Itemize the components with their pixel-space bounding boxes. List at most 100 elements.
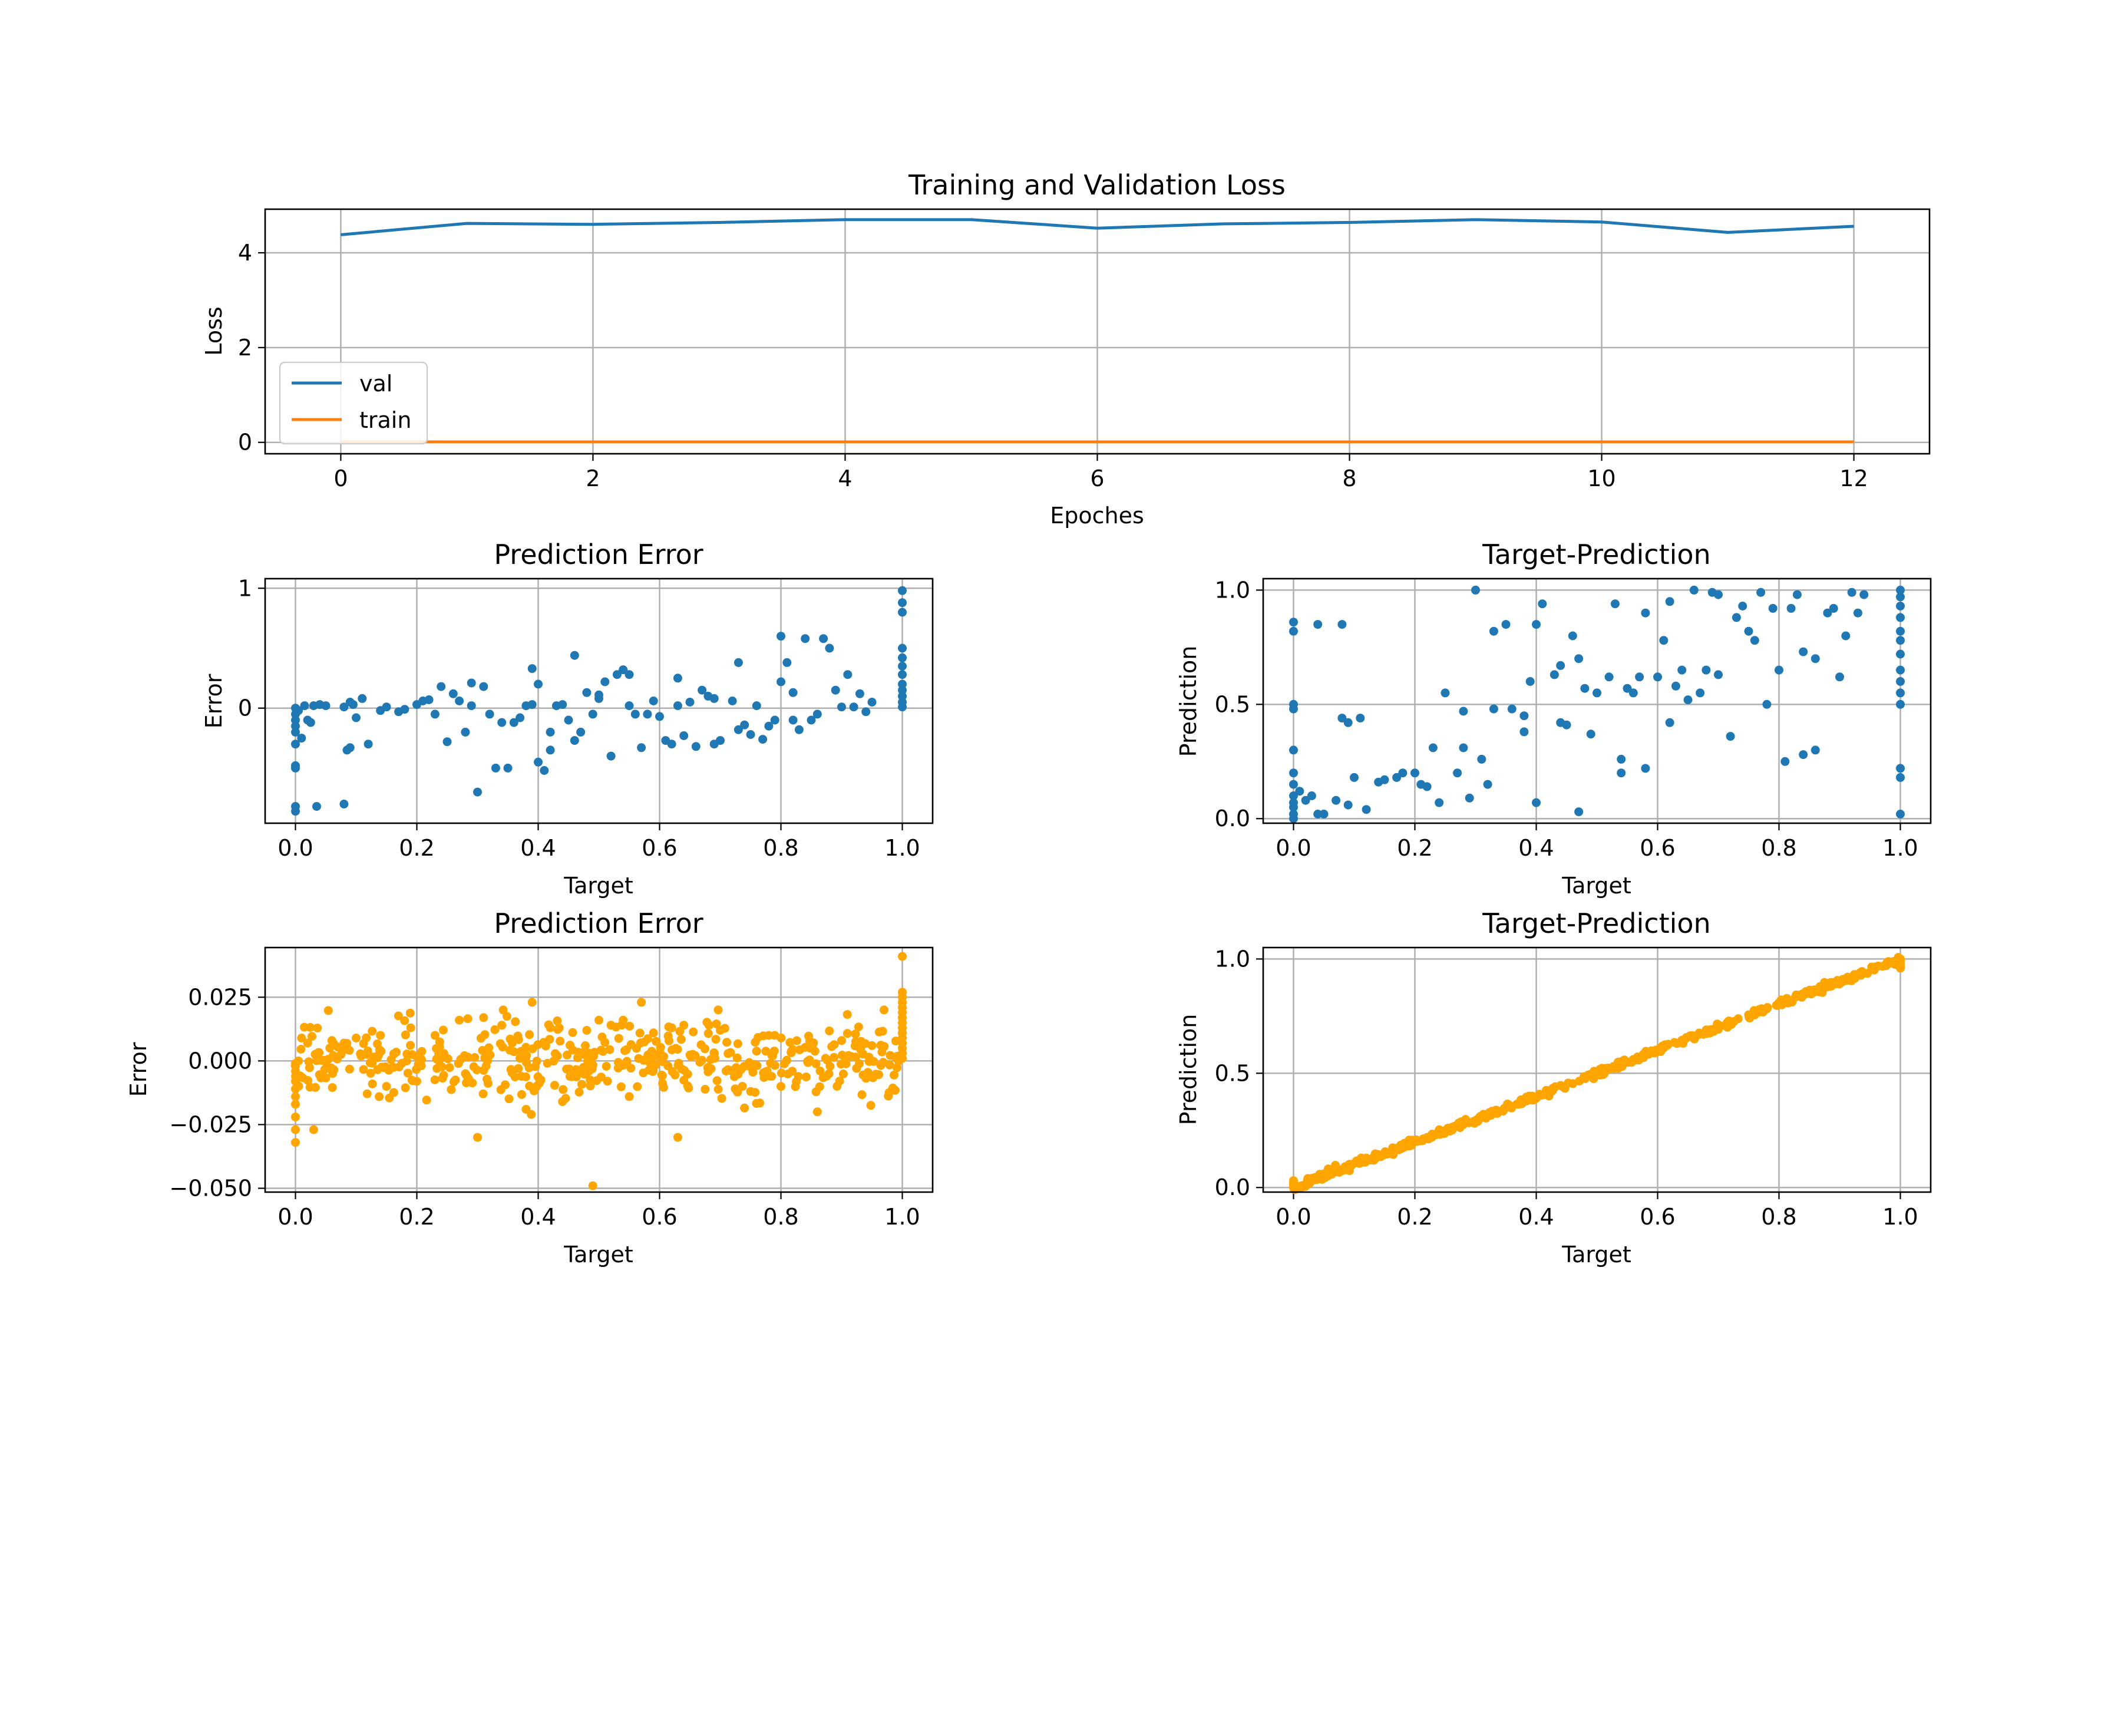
scatter-point xyxy=(851,1052,860,1062)
scatter-point xyxy=(368,1079,377,1088)
scatter-point xyxy=(308,1032,316,1041)
scatter-point xyxy=(637,743,646,753)
scatter-point xyxy=(1890,959,1899,969)
scatter-point xyxy=(673,1045,682,1054)
scatter-point xyxy=(570,651,579,660)
scatter-point xyxy=(562,1064,571,1074)
scatter-point xyxy=(1896,699,1905,709)
scatter-point xyxy=(713,1085,723,1094)
scatter-point xyxy=(312,802,321,811)
scatter-point xyxy=(732,1053,742,1062)
train-error-axes-frame xyxy=(264,946,934,1193)
scatter-point xyxy=(373,1039,382,1048)
scatter-point xyxy=(633,1082,642,1091)
scatter-point xyxy=(1362,805,1371,814)
scatter-point xyxy=(1896,585,1905,595)
scatter-point xyxy=(1455,1121,1464,1130)
scatter-point xyxy=(1856,971,1866,980)
scatter-point xyxy=(479,1065,488,1075)
val-target-pred-title: Target-Prediction xyxy=(1482,539,1710,570)
scatter-point xyxy=(770,1031,779,1040)
scatter-point xyxy=(432,1064,442,1073)
scatter-point xyxy=(559,1085,568,1094)
scatter-point xyxy=(368,1027,377,1036)
scatter-point xyxy=(898,662,907,671)
scatter-point xyxy=(1416,1136,1425,1146)
scatter-point xyxy=(600,677,610,687)
scatter-point xyxy=(305,1082,315,1092)
scatter-point xyxy=(732,1063,741,1072)
scatter-point xyxy=(291,740,300,749)
scatter-point xyxy=(442,737,452,747)
scatter-point xyxy=(358,694,367,703)
scatter-point xyxy=(411,1051,421,1061)
scatter-point xyxy=(1295,1181,1304,1191)
scatter-point xyxy=(854,1022,863,1032)
scatter-point xyxy=(1835,672,1844,682)
scatter-point xyxy=(1829,603,1838,613)
val-target-pred-axes-frame xyxy=(1262,577,1932,824)
scatter-point xyxy=(761,1047,771,1056)
scatter-point xyxy=(403,1068,412,1078)
scatter-point xyxy=(455,697,464,705)
scatter-point xyxy=(898,702,907,712)
scatter-point xyxy=(762,1067,772,1076)
scatter-point xyxy=(517,1090,526,1099)
scatter-point xyxy=(717,1094,726,1103)
scatter-point xyxy=(1744,1010,1753,1019)
scatter-point xyxy=(470,1053,480,1062)
scatter-point xyxy=(801,1042,810,1052)
scatter-point xyxy=(770,715,779,725)
scatter-point xyxy=(329,1051,338,1060)
x-tick-label: 4 xyxy=(838,466,852,491)
x-tick-label: 0.2 xyxy=(1397,1204,1432,1230)
scatter-point xyxy=(1896,649,1905,659)
scatter-point xyxy=(394,1011,403,1021)
scatter-point xyxy=(566,1041,574,1050)
scatter-point xyxy=(291,1138,300,1147)
scatter-point xyxy=(306,1023,315,1032)
scatter-point xyxy=(296,1045,306,1054)
scatter-point xyxy=(1483,780,1492,789)
scatter-point xyxy=(430,1075,440,1084)
scatter-point xyxy=(1859,590,1869,599)
scatter-point xyxy=(504,1094,514,1104)
scatter-point xyxy=(455,1015,464,1025)
scatter-point xyxy=(691,742,701,751)
scatter-point xyxy=(1635,672,1644,682)
scatter-point xyxy=(1289,618,1298,627)
scatter-point xyxy=(740,1103,749,1113)
scatter-point xyxy=(864,1057,874,1066)
scatter-point xyxy=(801,1072,811,1082)
scatter-point xyxy=(1556,661,1565,670)
scatter-point xyxy=(843,1029,852,1038)
scatter-point xyxy=(1443,1124,1452,1133)
scatter-point xyxy=(1471,585,1480,595)
scatter-point xyxy=(574,1087,584,1097)
scatter-point xyxy=(612,670,622,679)
val-target-pred-xlabel: Target xyxy=(1561,873,1631,899)
scatter-point xyxy=(376,1031,385,1040)
scatter-point xyxy=(685,698,695,707)
scatter-point xyxy=(320,1065,329,1074)
x-tick-label: 0.4 xyxy=(520,835,556,861)
y-tick-label: 4 xyxy=(238,240,252,266)
scatter-point xyxy=(703,1029,713,1038)
scatter-point xyxy=(858,1070,868,1080)
scatter-point xyxy=(339,800,349,808)
scatter-point xyxy=(1659,636,1669,645)
scatter-point xyxy=(297,734,306,743)
scatter-point xyxy=(1641,764,1650,773)
scatter-point xyxy=(851,1029,860,1039)
scatter-point xyxy=(1574,654,1584,664)
scatter-point xyxy=(655,712,664,721)
scatter-point xyxy=(658,1079,668,1088)
scatter-point xyxy=(1435,798,1444,807)
scatter-point xyxy=(315,1048,324,1057)
scatter-point xyxy=(1548,1084,1557,1093)
scatter-point xyxy=(1811,654,1820,664)
scatter-point xyxy=(546,727,555,737)
scatter-point xyxy=(787,1048,796,1057)
scatter-point xyxy=(803,1057,812,1066)
scatter-point xyxy=(1896,764,1905,773)
